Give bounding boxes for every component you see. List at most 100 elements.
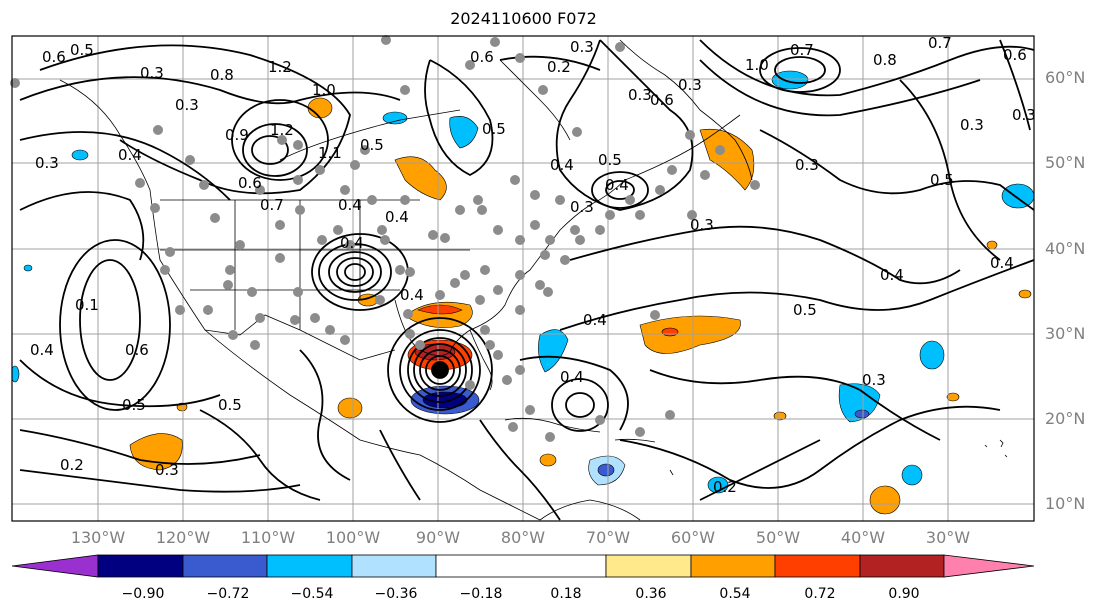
contour-label: 0.7 — [260, 196, 284, 214]
contour-label: 0.1 — [75, 296, 99, 314]
anomaly-patch — [838, 383, 881, 423]
colorbar-segment — [859, 554, 945, 578]
anomaly-patch — [771, 70, 809, 90]
lat-label: 30°N — [1045, 324, 1086, 343]
anomaly-patch — [449, 116, 479, 149]
contour-label-layer: 0.6 0.5 0.3 0.8 1.2 1.0 0.9 0.3 1.2 1.1 … — [30, 34, 1036, 496]
anomaly-patch — [394, 156, 447, 201]
contour-label: 0.3 — [678, 76, 702, 94]
contour-label: 0.3 — [140, 64, 164, 82]
anomaly-patch — [417, 304, 463, 315]
colorbar-segment — [182, 554, 268, 578]
contour-label: 0.4 — [560, 368, 584, 386]
lon-label: 30°W — [925, 528, 971, 547]
colorbar-segment — [605, 554, 692, 578]
contour-label: 1.2 — [268, 58, 292, 76]
contour-label: 0.7 — [928, 34, 952, 52]
anomaly-patch — [1001, 183, 1034, 209]
colorbar-segment — [943, 554, 1035, 578]
contour-label: 0.3 — [35, 154, 59, 172]
lon-label: 80°W — [500, 528, 546, 547]
colorbar-segment — [11, 554, 99, 578]
contour-label: 0.5 — [122, 396, 146, 414]
contour-label: 1.2 — [270, 121, 294, 139]
contour-label: 0.4 — [583, 311, 607, 329]
colorbar-tick-label: −0.54 — [290, 586, 334, 602]
anomaly-patch — [639, 315, 741, 354]
contour-label: 0.6 — [1003, 46, 1027, 64]
storm-center-marker — [432, 362, 448, 378]
contour-label: 0.5 — [360, 136, 384, 154]
colorbar-tick-label: −0.90 — [121, 586, 165, 602]
contour-label: 0.3 — [795, 156, 819, 174]
contour-label: 0.6 — [650, 91, 674, 109]
contour-label: 0.3 — [628, 86, 652, 104]
lon-label: 70°W — [585, 528, 631, 547]
contour-label: 0.2 — [60, 456, 84, 474]
contour-label: 0.6 — [238, 174, 262, 192]
contour-label: 0.5 — [482, 120, 506, 138]
anomaly-patch — [901, 464, 923, 486]
lat-label: 10°N — [1045, 494, 1086, 513]
lon-label: 90°W — [415, 528, 461, 547]
anomaly-patch — [699, 128, 755, 191]
contour-label: 0.5 — [793, 301, 817, 319]
anomaly-patch — [919, 340, 945, 370]
coastlines — [59, 39, 1008, 521]
grid-lines — [12, 36, 1034, 521]
lon-label: 130°W — [70, 528, 126, 547]
anomaly-patch — [539, 453, 557, 467]
contour-label: 0.4 — [340, 234, 364, 252]
anomaly-patch — [307, 97, 333, 119]
map-frame — [11, 35, 1035, 522]
map-title: 2024110600 F072 — [450, 9, 597, 28]
colorbar-tick-label: −0.18 — [459, 586, 503, 602]
contour-label: 0.4 — [605, 176, 629, 194]
contour-label: 0.4 — [400, 286, 424, 304]
colorbar-tick-label: 0.72 — [804, 586, 836, 602]
contour-label: 0.2 — [713, 478, 737, 496]
contour-label: 0.3 — [690, 216, 714, 234]
anomaly-patch — [538, 329, 569, 373]
colorbar-tick-label: −0.72 — [206, 586, 250, 602]
colorbar-tick-label: 0.36 — [635, 586, 667, 602]
lon-label: 100°W — [325, 528, 381, 547]
contour-label: 0.3 — [862, 371, 886, 389]
contour-label: 0.4 — [338, 196, 362, 214]
contour-label: 0.3 — [175, 96, 199, 114]
contour-label: 0.9 — [225, 126, 249, 144]
contour-label: 0.4 — [30, 341, 54, 359]
contour-label: 0.6 — [470, 48, 494, 66]
colorbar-segment — [351, 554, 437, 578]
anomaly-patch — [23, 264, 33, 272]
contour-label: 1.0 — [745, 56, 769, 74]
contour-label: 0.4 — [550, 156, 574, 174]
contour-label: 0.4 — [880, 266, 904, 284]
anomaly-patch — [382, 111, 408, 125]
colorbar — [11, 554, 1035, 578]
contour-label: 0.3 — [1012, 106, 1036, 124]
contour-label: 0.7 — [790, 41, 814, 59]
contour-label: 1.1 — [318, 144, 342, 162]
colorbar-segment — [435, 554, 607, 578]
anomaly-patch — [773, 411, 787, 421]
colorbar-tick-label: 0.90 — [888, 586, 920, 602]
contour-label: 0.2 — [547, 58, 571, 76]
colorbar-segment — [266, 554, 353, 578]
anomaly-patch — [869, 485, 901, 515]
colorbar-segment — [774, 554, 861, 578]
contour-label: 0.3 — [155, 461, 179, 479]
lat-label: 50°N — [1045, 153, 1086, 172]
contour-label: 0.4 — [385, 208, 409, 226]
lon-label: 110°W — [240, 528, 296, 547]
contour-lines — [19, 39, 1034, 521]
colorbar-tick-label: 0.54 — [719, 586, 751, 602]
anomaly-patch — [986, 240, 998, 250]
contour-label: 0.6 — [42, 48, 66, 66]
colorbar-tick-label: 0.18 — [550, 586, 582, 602]
contour-label: 1.0 — [312, 81, 336, 99]
contour-label: 0.3 — [960, 116, 984, 134]
anomaly-patch — [337, 397, 363, 419]
anomaly-patch — [12, 365, 20, 383]
